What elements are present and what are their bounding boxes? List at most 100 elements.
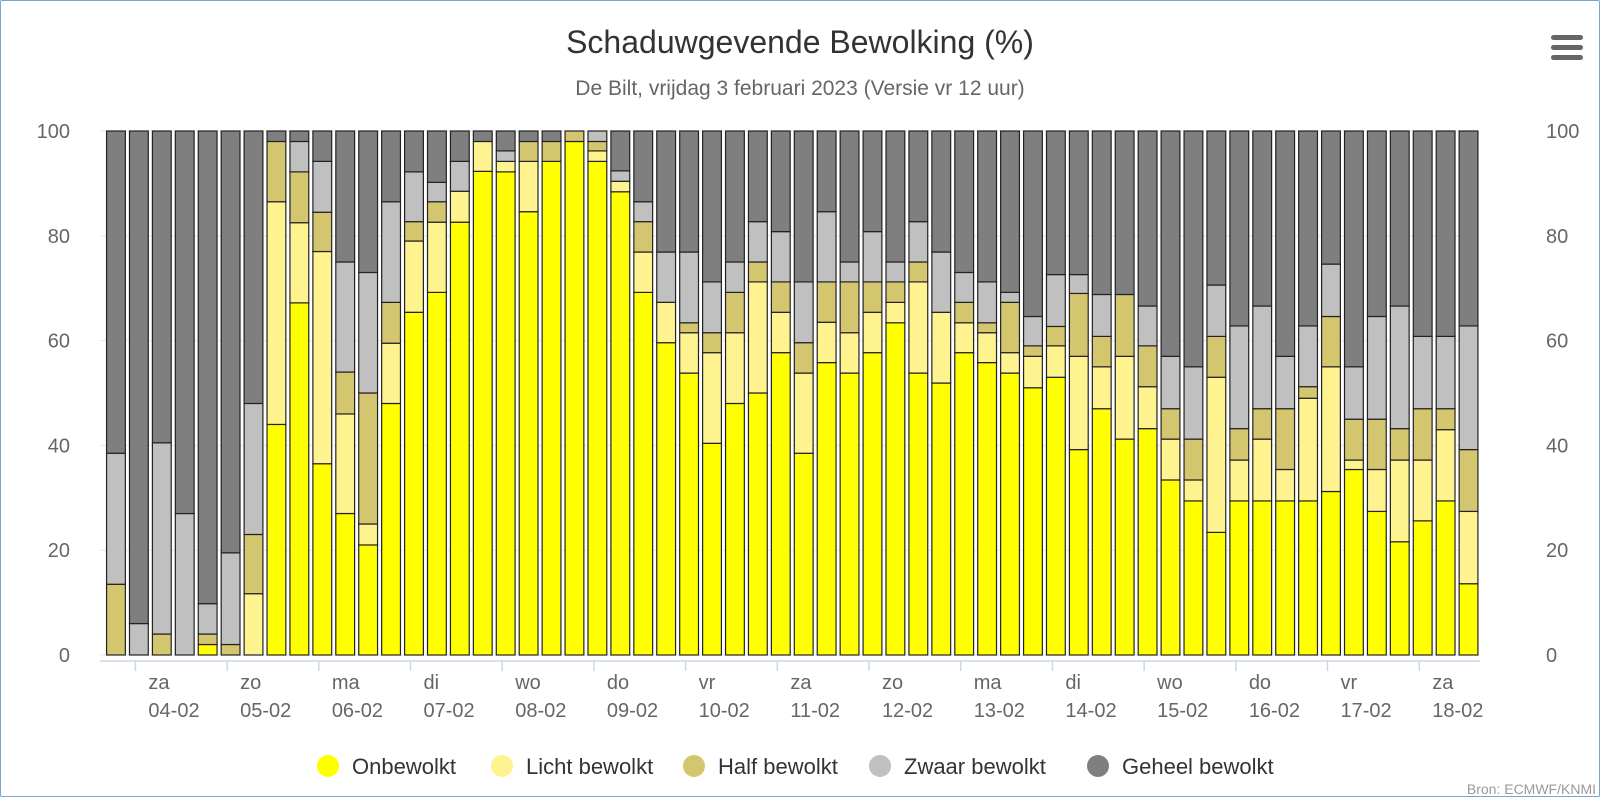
bar-segment-licht-bewolkt[interactable] (403, 240, 424, 313)
bar-segment-zwaar-bewolkt[interactable] (220, 552, 241, 646)
bar-segment-half-bewolkt[interactable] (197, 633, 218, 646)
bar-segment-zwaar-bewolkt[interactable] (816, 211, 837, 283)
bar-segment-onbewolkt[interactable] (1366, 510, 1387, 656)
bar-segment-zwaar-bewolkt[interactable] (1252, 305, 1273, 410)
bar-segment-geheel-bewolkt[interactable] (1068, 130, 1089, 276)
bar-segment-licht-bewolkt[interactable] (977, 332, 998, 364)
bar-segment-licht-bewolkt[interactable] (908, 281, 929, 374)
bar-segment-geheel-bewolkt[interactable] (243, 130, 264, 405)
bar-segment-licht-bewolkt[interactable] (381, 342, 402, 405)
bar-segment-geheel-bewolkt[interactable] (1091, 130, 1112, 296)
bar-segment-zwaar-bewolkt[interactable] (656, 251, 677, 303)
bar-segment-zwaar-bewolkt[interactable] (495, 150, 516, 162)
bar-segment-zwaar-bewolkt[interactable] (908, 221, 929, 263)
legend-marker-onbewolkt[interactable] (317, 755, 339, 777)
bar-segment-zwaar-bewolkt[interactable] (1366, 315, 1387, 420)
bar-segment-licht-bewolkt[interactable] (1298, 397, 1319, 502)
bar-segment-zwaar-bewolkt[interactable] (633, 201, 654, 223)
bar-segment-half-bewolkt[interactable] (426, 201, 447, 223)
bar-segment-half-bewolkt[interactable] (1045, 325, 1066, 347)
bar-segment-onbewolkt[interactable] (1389, 541, 1410, 656)
bar-segment-geheel-bewolkt[interactable] (403, 130, 424, 173)
bar-segment-zwaar-bewolkt[interactable] (1343, 366, 1364, 420)
bar-segment-geheel-bewolkt[interactable] (449, 130, 470, 162)
bar-segment-licht-bewolkt[interactable] (1389, 459, 1410, 543)
bar-segment-geheel-bewolkt[interactable] (335, 130, 356, 263)
bar-segment-licht-bewolkt[interactable] (793, 372, 814, 454)
bar-segment-zwaar-bewolkt[interactable] (1091, 293, 1112, 338)
bar-segment-geheel-bewolkt[interactable] (358, 130, 379, 274)
bar-segment-licht-bewolkt[interactable] (1366, 468, 1387, 513)
bar-segment-half-bewolkt[interactable] (105, 583, 126, 656)
bar-segment-geheel-bewolkt[interactable] (105, 130, 126, 454)
bar-segment-half-bewolkt[interactable] (839, 281, 860, 334)
bar-segment-geheel-bewolkt[interactable] (885, 130, 906, 263)
bar-segment-geheel-bewolkt[interactable] (1252, 130, 1273, 307)
bar-segment-licht-bewolkt[interactable] (335, 413, 356, 515)
bar-segment-geheel-bewolkt[interactable] (770, 130, 791, 233)
bar-segment-zwaar-bewolkt[interactable] (197, 603, 218, 635)
bar-segment-geheel-bewolkt[interactable] (862, 130, 883, 233)
bar-segment-licht-bewolkt[interactable] (1160, 438, 1181, 481)
bar-segment-geheel-bewolkt[interactable] (1435, 130, 1456, 338)
bar-segment-zwaar-bewolkt[interactable] (289, 140, 310, 173)
bar-segment-geheel-bewolkt[interactable] (289, 130, 310, 143)
bar-segment-onbewolkt[interactable] (702, 442, 723, 656)
bar-segment-half-bewolkt[interactable] (1022, 345, 1043, 357)
bar-segment-licht-bewolkt[interactable] (243, 593, 264, 656)
bar-segment-half-bewolkt[interactable] (977, 322, 998, 334)
legend-label[interactable]: Zwaar bewolkt (904, 754, 1046, 779)
bar-segment-licht-bewolkt[interactable] (518, 160, 539, 213)
bar-segment-zwaar-bewolkt[interactable] (1298, 325, 1319, 388)
bar-segment-licht-bewolkt[interactable] (266, 201, 287, 426)
bar-segment-onbewolkt[interactable] (1000, 372, 1021, 656)
bar-segment-licht-bewolkt[interactable] (1114, 355, 1135, 440)
bar-segment-licht-bewolkt[interactable] (1045, 345, 1066, 378)
bar-segment-onbewolkt[interactable] (633, 291, 654, 656)
bar-segment-licht-bewolkt[interactable] (1458, 510, 1479, 585)
bar-segment-licht-bewolkt[interactable] (1412, 459, 1433, 522)
bar-segment-onbewolkt[interactable] (1022, 387, 1043, 656)
bar-segment-onbewolkt[interactable] (1068, 448, 1089, 656)
bar-segment-onbewolkt[interactable] (426, 291, 447, 656)
bar-segment-onbewolkt[interactable] (1183, 500, 1204, 656)
bar-segment-half-bewolkt[interactable] (541, 140, 562, 162)
bar-segment-licht-bewolkt[interactable] (1000, 352, 1021, 374)
bar-segment-zwaar-bewolkt[interactable] (105, 452, 126, 585)
bar-segment-half-bewolkt[interactable] (1137, 345, 1158, 388)
bar-segment-geheel-bewolkt[interactable] (518, 130, 539, 143)
bar-segment-half-bewolkt[interactable] (1366, 418, 1387, 471)
bar-segment-half-bewolkt[interactable] (266, 140, 287, 203)
bar-segment-half-bewolkt[interactable] (1252, 408, 1273, 440)
bar-segment-onbewolkt[interactable] (885, 322, 906, 656)
bar-segment-onbewolkt[interactable] (839, 372, 860, 656)
bar-segment-zwaar-bewolkt[interactable] (702, 281, 723, 334)
bar-segment-geheel-bewolkt[interactable] (724, 130, 745, 263)
bar-segment-geheel-bewolkt[interactable] (954, 130, 975, 274)
bar-segment-geheel-bewolkt[interactable] (128, 130, 149, 625)
bar-segment-licht-bewolkt[interactable] (656, 301, 677, 344)
bar-segment-half-bewolkt[interactable] (335, 371, 356, 415)
bar-segment-half-bewolkt[interactable] (1389, 428, 1410, 461)
bar-segment-zwaar-bewolkt[interactable] (1160, 355, 1181, 410)
bar-segment-onbewolkt[interactable] (931, 382, 952, 656)
bar-segment-geheel-bewolkt[interactable] (656, 130, 677, 253)
bar-segment-half-bewolkt[interactable] (1458, 448, 1479, 513)
bar-segment-licht-bewolkt[interactable] (747, 281, 768, 394)
bar-segment-onbewolkt[interactable] (564, 140, 585, 656)
bar-segment-half-bewolkt[interactable] (1229, 428, 1250, 461)
bar-segment-onbewolkt[interactable] (449, 221, 470, 656)
bar-segment-geheel-bewolkt[interactable] (839, 130, 860, 263)
bar-segment-geheel-bewolkt[interactable] (1114, 130, 1135, 296)
bar-segment-half-bewolkt[interactable] (770, 281, 791, 313)
bar-segment-zwaar-bewolkt[interactable] (449, 160, 470, 192)
bar-segment-zwaar-bewolkt[interactable] (610, 170, 631, 182)
bar-segment-licht-bewolkt[interactable] (679, 332, 700, 374)
bar-segment-onbewolkt[interactable] (587, 160, 608, 656)
bar-segment-half-bewolkt[interactable] (702, 332, 723, 354)
bar-segment-licht-bewolkt[interactable] (472, 140, 493, 172)
bar-segment-zwaar-bewolkt[interactable] (1229, 325, 1250, 430)
bar-segment-geheel-bewolkt[interactable] (495, 130, 516, 152)
bar-segment-zwaar-bewolkt[interactable] (977, 281, 998, 324)
bar-segment-half-bewolkt[interactable] (679, 322, 700, 334)
